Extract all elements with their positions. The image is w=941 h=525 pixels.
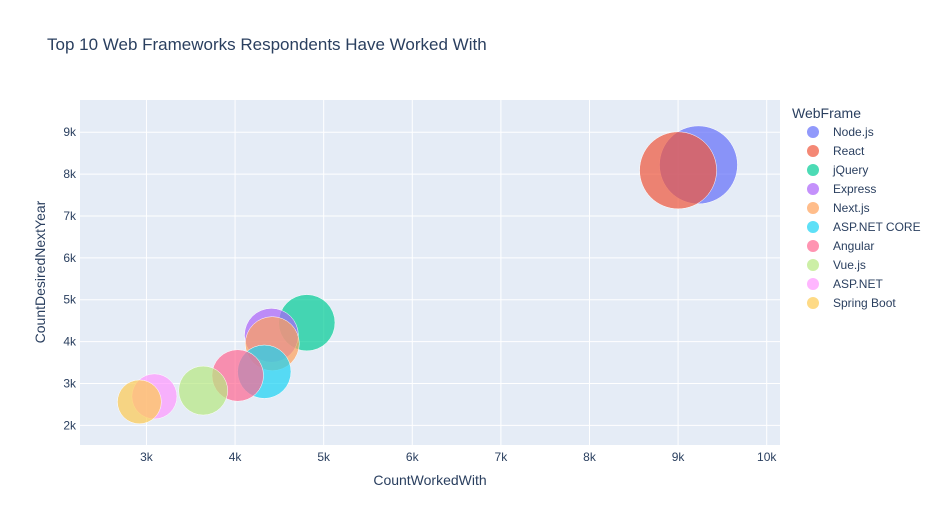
y-tick-label: 8k <box>63 167 77 181</box>
y-tick-labels: 2k 3k 4k 5k 6k 7k 8k 9k <box>63 125 77 432</box>
legend-item[interactable]: Next.js <box>807 201 870 215</box>
legend-marker <box>807 240 819 252</box>
legend-item[interactable]: React <box>807 144 865 158</box>
legend-item[interactable]: jQuery <box>807 163 868 177</box>
bubble-react[interactable] <box>639 131 717 210</box>
chart-title: Top 10 Web Frameworks Respondents Have W… <box>47 35 487 54</box>
legend-title: WebFrame <box>792 105 861 121</box>
y-gridlines <box>80 131 780 426</box>
legend-label: Spring Boot <box>833 296 896 310</box>
legend-label: Next.js <box>833 201 870 215</box>
legend-marker <box>807 164 819 176</box>
y-tick-label: 3k <box>63 376 77 390</box>
y-tick-label: 9k <box>63 125 77 139</box>
y-tick-label: 7k <box>63 209 77 223</box>
legend-label: jQuery <box>832 163 868 177</box>
bubble-spring-boot[interactable] <box>117 379 162 425</box>
x-gridlines <box>145 100 768 445</box>
x-tick-label: 6k <box>406 450 420 464</box>
legend-item[interactable]: ASP.NET CORE <box>807 220 921 234</box>
legend-label: React <box>833 144 865 158</box>
legend-marker <box>807 297 819 309</box>
bubble-vue-js[interactable] <box>178 365 228 416</box>
legend: Node.js React jQuery Express Next.js ASP.NET … <box>807 125 921 310</box>
x-tick-label: 5k <box>317 450 331 464</box>
legend-marker <box>807 126 819 138</box>
x-tick-label: 9k <box>672 450 686 464</box>
legend-label: Vue.js <box>833 258 866 272</box>
y-tick-label: 2k <box>63 418 77 432</box>
legend-marker <box>807 202 819 214</box>
legend-item[interactable]: Express <box>807 182 876 196</box>
x-tick-label: 3k <box>140 450 154 464</box>
legend-marker <box>807 221 819 233</box>
x-tick-labels: 3k 4k 5k 6k 7k 8k 9k 10k <box>140 450 777 464</box>
legend-label: ASP.NET CORE <box>833 220 921 234</box>
legend-marker <box>807 183 819 195</box>
y-tick-label: 4k <box>63 335 77 349</box>
legend-item[interactable]: Node.js <box>807 125 874 139</box>
legend-item[interactable]: Spring Boot <box>807 296 896 310</box>
legend-marker <box>807 259 819 271</box>
legend-label: Express <box>833 182 876 196</box>
x-tick-label: 4k <box>229 450 243 464</box>
x-tick-label: 10k <box>757 450 777 464</box>
x-tick-label: 7k <box>495 450 509 464</box>
legend-item[interactable]: ASP.NET <box>807 277 883 291</box>
x-axis-label: CountWorkedWith <box>373 472 486 488</box>
y-tick-label: 5k <box>63 293 77 307</box>
legend-marker <box>807 278 819 290</box>
legend-item[interactable]: Angular <box>807 239 874 253</box>
legend-item[interactable]: Vue.js <box>807 258 866 272</box>
legend-label: ASP.NET <box>833 277 883 291</box>
y-tick-label: 6k <box>63 251 77 265</box>
bubble-layer <box>117 125 738 425</box>
legend-label: Angular <box>833 239 874 253</box>
y-axis-label: CountDesiredNextYear <box>32 200 48 343</box>
legend-label: Node.js <box>833 125 874 139</box>
x-tick-label: 8k <box>583 450 597 464</box>
legend-marker <box>807 145 819 157</box>
